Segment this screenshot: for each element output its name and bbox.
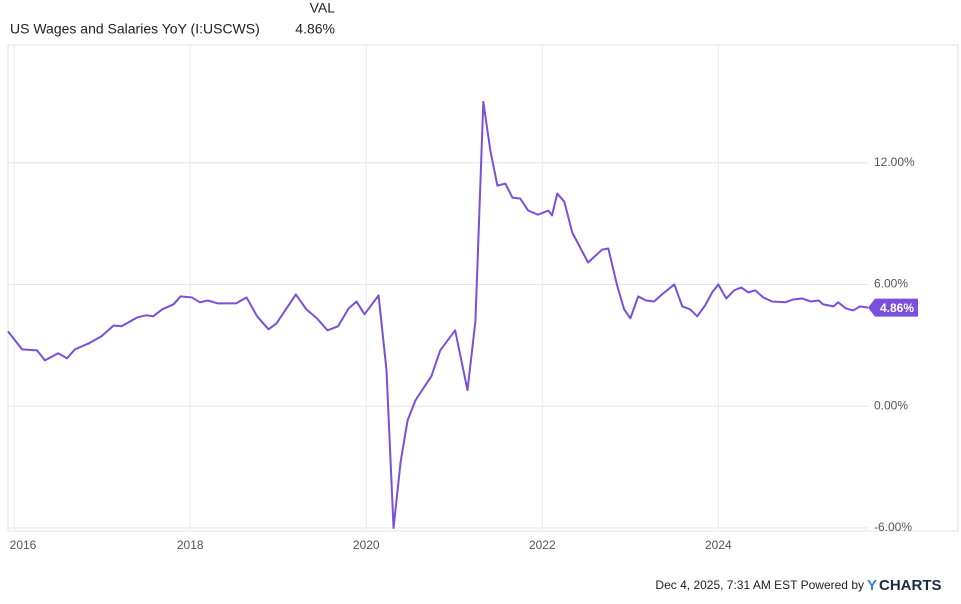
- last-value-badge: [868, 298, 918, 317]
- y-tick-label: 12.00%: [874, 155, 915, 169]
- y-tick-label: -6.00%: [874, 520, 912, 534]
- x-tick-label: 2022: [529, 538, 556, 552]
- last-value-label: 4.86%: [880, 301, 914, 315]
- x-tick-label: 2016: [10, 538, 37, 552]
- y-tick-label: 0.00%: [874, 398, 908, 412]
- legend-header: VAL: [310, 0, 336, 16]
- x-tick-label: 2020: [353, 538, 380, 552]
- brand-text: CHARTS: [879, 577, 942, 594]
- legend-value: 4.86%: [295, 21, 335, 37]
- footer-timestamp: Dec 4, 2025, 7:31 AM EST Powered by: [655, 578, 864, 592]
- legend-series-name: US Wages and Salaries YoY (I:USCWS): [10, 21, 260, 37]
- plot-frame: [7, 44, 959, 532]
- x-tick-label: 2024: [705, 538, 732, 552]
- brand-mark: Y: [867, 577, 877, 594]
- x-tick-label: 2018: [177, 538, 204, 552]
- y-tick-label: 6.00%: [874, 277, 908, 291]
- data-line: [7, 100, 869, 529]
